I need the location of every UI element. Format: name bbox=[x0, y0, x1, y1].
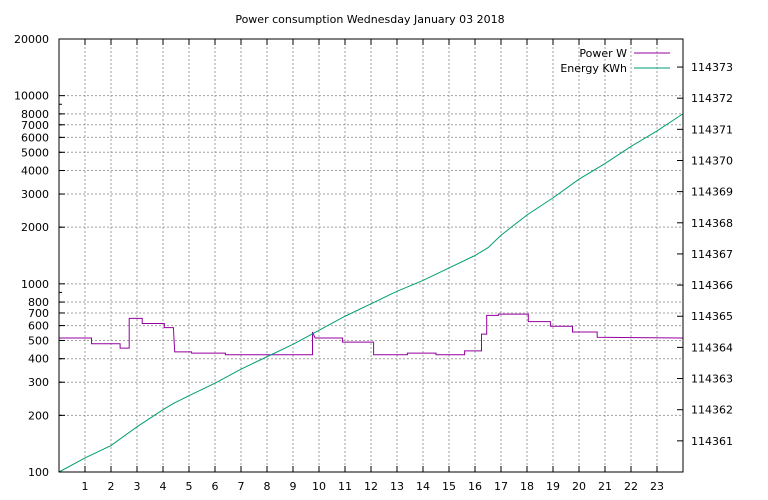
x-tick-label: 19 bbox=[546, 480, 560, 493]
x-tick-label: 15 bbox=[442, 480, 456, 493]
y2-tick-label: 114363 bbox=[691, 373, 733, 386]
y-tick-label: 400 bbox=[28, 353, 49, 366]
y-tick-label: 200 bbox=[28, 409, 49, 422]
y-tick-label: 6000 bbox=[21, 131, 49, 144]
x-tick-label: 21 bbox=[598, 480, 612, 493]
y-tick-label: 5000 bbox=[21, 146, 49, 159]
y2-tick-label: 114362 bbox=[691, 404, 733, 417]
grid bbox=[59, 38, 683, 473]
x-tick-label: 22 bbox=[624, 480, 638, 493]
x-tick-label: 20 bbox=[572, 480, 586, 493]
x-tick-label: 6 bbox=[212, 480, 219, 493]
x-tick-label: 8 bbox=[264, 480, 271, 493]
x-tick-label: 10 bbox=[312, 480, 326, 493]
y-tick-label: 100 bbox=[28, 466, 49, 479]
y2-tick-label: 114365 bbox=[691, 310, 733, 323]
y-tick-label: 3000 bbox=[21, 188, 49, 201]
y2-tick-labels: 114361 114362 114363 114364 114365 114366 1143… bbox=[691, 61, 733, 448]
x-tick-label: 13 bbox=[390, 480, 404, 493]
x-tick-labels: 1 2 3 4 5 6 7 8 9 10 11 12 13 14 15 16 17 18 19 20 21 22 23 bbox=[82, 480, 665, 493]
y2-tick-label: 114372 bbox=[691, 92, 733, 105]
y-tick-label: 600 bbox=[28, 320, 49, 333]
y2-tick-label: 114368 bbox=[691, 217, 733, 230]
y-tick-label: 10000 bbox=[14, 90, 49, 103]
y-tick-label: 7000 bbox=[21, 119, 49, 132]
x-tick-label: 3 bbox=[134, 480, 141, 493]
legend: Power W Energy KWh bbox=[560, 47, 670, 75]
y2-tick-label: 114369 bbox=[691, 186, 733, 199]
y2-tick-label: 114370 bbox=[691, 154, 733, 167]
y-tick-label: 1000 bbox=[21, 278, 49, 291]
y-tick-label: 8000 bbox=[21, 108, 49, 121]
x-tick-label: 4 bbox=[160, 480, 167, 493]
y2-tick-label: 114373 bbox=[691, 61, 733, 74]
y-tick-label: 500 bbox=[28, 334, 49, 347]
y2-tick-label: 114366 bbox=[691, 279, 733, 292]
y-tick-label: 300 bbox=[28, 376, 49, 389]
legend-label: Energy KWh bbox=[560, 62, 627, 75]
series-line-2 bbox=[58, 113, 684, 473]
x-tick-label: 7 bbox=[238, 480, 245, 493]
y2-tick-label: 114364 bbox=[691, 341, 733, 354]
y-tick-label: 700 bbox=[28, 307, 49, 320]
series-line-1 bbox=[59, 313, 684, 356]
x-tick-label: 14 bbox=[416, 480, 430, 493]
x-tick-label: 23 bbox=[650, 480, 664, 493]
x-tick-label: 18 bbox=[520, 480, 534, 493]
x-tick-label: 5 bbox=[186, 480, 193, 493]
ticks bbox=[59, 38, 683, 473]
chart-title: Power consumption Wednesday January 03 2… bbox=[235, 13, 504, 26]
y-tick-label: 20000 bbox=[14, 33, 49, 46]
y-tick-label: 4000 bbox=[21, 165, 49, 178]
x-tick-label: 9 bbox=[290, 480, 297, 493]
y2-tick-label: 114361 bbox=[691, 435, 733, 448]
series-layer bbox=[58, 113, 684, 473]
x-tick-label: 11 bbox=[338, 480, 352, 493]
x-tick-label: 1 bbox=[82, 480, 89, 493]
y2-tick-label: 114371 bbox=[691, 123, 733, 136]
x-tick-label: 2 bbox=[108, 480, 115, 493]
y-tick-label: 800 bbox=[28, 296, 49, 309]
y2-tick-label: 114367 bbox=[691, 248, 733, 261]
legend-label: Power W bbox=[579, 47, 627, 60]
x-tick-label: 17 bbox=[494, 480, 508, 493]
y-tick-label: 2000 bbox=[21, 221, 49, 234]
x-tick-label: 16 bbox=[468, 480, 482, 493]
x-tick-label: 12 bbox=[364, 480, 378, 493]
